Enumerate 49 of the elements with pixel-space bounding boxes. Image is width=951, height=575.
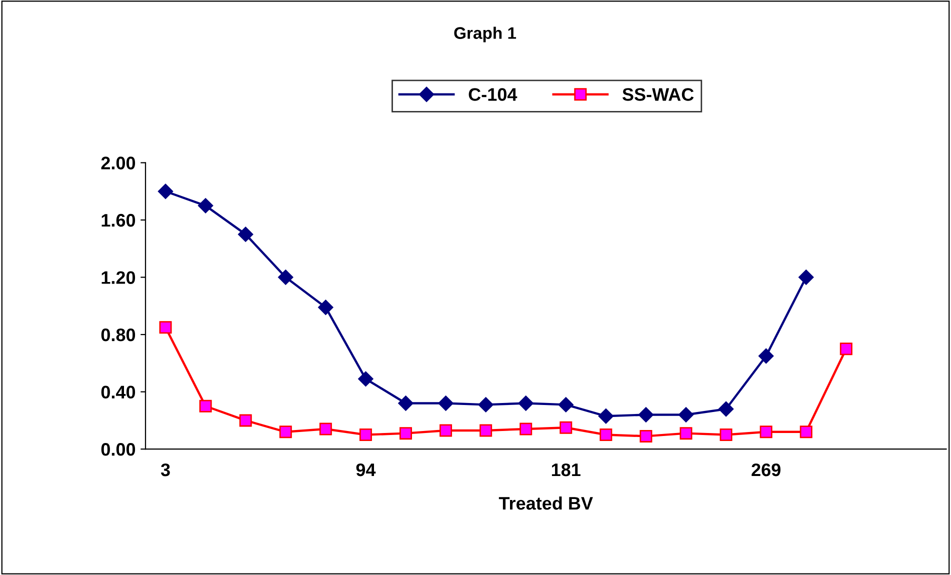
point bbox=[480, 424, 492, 437]
point bbox=[558, 397, 574, 412]
point bbox=[398, 396, 414, 411]
point bbox=[440, 424, 452, 437]
point bbox=[399, 427, 412, 440]
point bbox=[560, 421, 572, 434]
point bbox=[520, 422, 532, 436]
x-axis-title: Treated BV bbox=[498, 496, 593, 510]
point bbox=[720, 428, 732, 442]
y-tick-label: 1.60 bbox=[102, 214, 136, 227]
legend-label: C-104 bbox=[468, 88, 518, 101]
point bbox=[159, 321, 172, 334]
y-tick-label: 0.40 bbox=[101, 386, 136, 399]
chart-title: Graph 1 bbox=[454, 26, 516, 42]
x-tick-label: 3 bbox=[160, 463, 170, 476]
point bbox=[239, 414, 252, 427]
y-tick-label: 0.80 bbox=[101, 328, 136, 342]
point bbox=[518, 396, 534, 411]
x-tick-label: 269 bbox=[752, 463, 780, 476]
point bbox=[798, 270, 814, 285]
point bbox=[438, 396, 454, 411]
point bbox=[840, 342, 852, 356]
point bbox=[478, 397, 494, 412]
point bbox=[760, 426, 772, 438]
point bbox=[718, 401, 734, 417]
point bbox=[318, 300, 334, 315]
point bbox=[198, 198, 214, 214]
point bbox=[800, 426, 812, 438]
x-tick-label: 94 bbox=[356, 463, 376, 476]
point bbox=[359, 428, 372, 442]
y-tick-label: 0.00 bbox=[101, 443, 136, 456]
point bbox=[600, 428, 612, 442]
point bbox=[238, 226, 254, 242]
point bbox=[278, 270, 294, 285]
point bbox=[680, 427, 692, 440]
point bbox=[279, 426, 292, 438]
point bbox=[319, 422, 332, 436]
point bbox=[158, 184, 174, 199]
point bbox=[640, 430, 652, 442]
point bbox=[358, 371, 374, 386]
x-tick-label: 181 bbox=[552, 463, 580, 476]
point bbox=[678, 407, 694, 422]
y-tick-label: 2.00 bbox=[101, 156, 136, 170]
point bbox=[758, 348, 774, 364]
legend-label: SS-WAC bbox=[622, 88, 694, 101]
point bbox=[638, 407, 654, 422]
point bbox=[199, 400, 212, 412]
y-tick-label: 1.20 bbox=[102, 271, 136, 284]
point bbox=[598, 408, 614, 424]
